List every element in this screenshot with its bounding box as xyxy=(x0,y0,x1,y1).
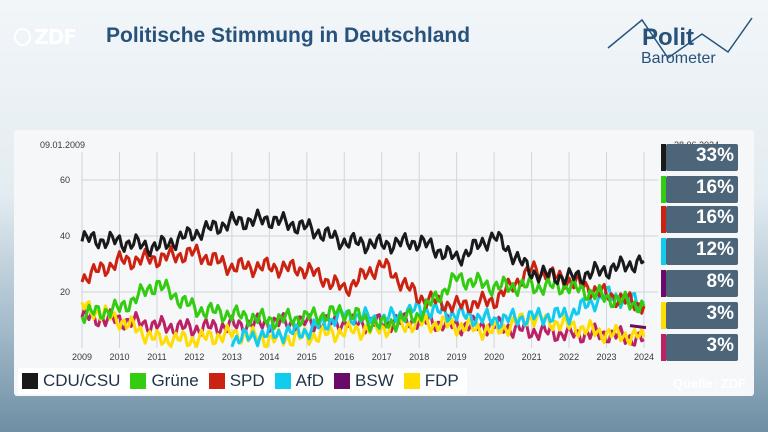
x-tick-label: 2021 xyxy=(522,352,542,362)
badge-color-strip xyxy=(661,144,666,171)
legend-item-afd: AfD xyxy=(274,371,325,391)
legend-swatch xyxy=(130,373,147,389)
badge-value: 16% xyxy=(695,177,734,198)
badge-color-strip xyxy=(661,206,666,233)
current-badge-linke: 3% xyxy=(661,334,738,361)
x-tick-label: 2020 xyxy=(484,352,504,362)
x-tick-label: 2014 xyxy=(259,352,279,362)
badge-value: 8% xyxy=(706,271,734,292)
date-start-label: 09.01.2009 xyxy=(40,140,86,150)
zdf-logo-text: ZDF xyxy=(34,25,77,49)
legend-item-spd: SPD xyxy=(208,371,265,391)
chart-legend: CDU/CSU Grüne SPD AfD BSW FDP xyxy=(18,368,467,394)
x-tick-label: 2011 xyxy=(147,352,166,362)
y-tick-label: 40 xyxy=(60,231,70,241)
badge-color-strip xyxy=(661,238,666,265)
x-tick-label: 2013 xyxy=(222,352,242,362)
x-tick-label: 2009 xyxy=(72,352,92,362)
legend-item-bsw: BSW xyxy=(334,371,394,391)
series-line-fdp xyxy=(80,300,646,349)
badge-color-strip xyxy=(661,302,666,329)
series-line-bsw xyxy=(629,324,647,330)
legend-swatch xyxy=(403,373,420,389)
x-tick-label: 2022 xyxy=(559,352,579,362)
current-badge-cdu-csu: 33% xyxy=(661,144,738,171)
politbarometer-logo: Polit Barometer xyxy=(606,10,756,76)
badge-color-strip xyxy=(661,270,666,297)
x-tick-label: 2023 xyxy=(597,352,617,362)
politbarometer-zigzag-icon xyxy=(607,17,753,60)
badge-value: 33% xyxy=(695,145,734,166)
x-tick-label: 2024 xyxy=(634,352,654,362)
badge-value: 16% xyxy=(695,207,734,228)
badge-color-strip xyxy=(661,176,666,203)
x-tick-label: 2018 xyxy=(409,352,429,362)
current-badge-bsw: 8% xyxy=(661,270,738,297)
legend-swatch xyxy=(334,373,351,389)
source-label: Quelle: ZDF xyxy=(673,376,746,391)
legend-label: FDP xyxy=(424,371,459,390)
badge-value: 3% xyxy=(706,335,734,356)
x-tick-label: 2019 xyxy=(447,352,467,362)
current-badge-gr-ne: 16% xyxy=(661,176,738,203)
legend-label: BSW xyxy=(355,371,394,390)
badge-color-strip xyxy=(661,334,666,361)
legend-label: SPD xyxy=(229,371,265,390)
legend-label: Grüne xyxy=(151,371,199,390)
legend-swatch xyxy=(208,373,225,389)
current-badge-afd: 12% xyxy=(661,238,738,265)
legend-label: AfD xyxy=(295,371,325,390)
x-tick-label: 2012 xyxy=(184,352,204,362)
chart-title: Politische Stimmung in Deutschland xyxy=(106,24,471,47)
series-line-afd xyxy=(230,285,645,348)
legend-label: CDU/CSU xyxy=(43,371,121,390)
legend-swatch xyxy=(274,373,291,389)
legend-swatch xyxy=(22,373,38,389)
x-tick-label: 2015 xyxy=(297,352,317,362)
politbarometer-barometer-text: Barometer xyxy=(641,50,716,67)
series-line-cdu-csu xyxy=(80,208,645,286)
zdf-logo: ZDF xyxy=(14,24,77,50)
current-badge-spd: 16% xyxy=(661,206,738,233)
x-tick-label: 2017 xyxy=(372,352,392,362)
badge-value: 3% xyxy=(706,303,734,324)
legend-item-cdu-csu: CDU/CSU xyxy=(22,371,120,391)
zdf-logo-ring-icon xyxy=(14,28,32,46)
legend-item-gr-ne: Grüne xyxy=(130,371,199,391)
badge-value: 12% xyxy=(695,239,734,260)
politbarometer-polit-text: Polit xyxy=(642,24,694,51)
x-tick-label: 2016 xyxy=(334,352,354,362)
y-tick-label: 20 xyxy=(60,287,70,297)
y-tick-label: 60 xyxy=(60,175,70,185)
legend-item-fdp: FDP xyxy=(403,371,459,391)
series-line-gr-ne xyxy=(80,271,646,333)
current-badge-fdp: 3% xyxy=(661,302,738,329)
x-tick-label: 2010 xyxy=(109,352,129,362)
